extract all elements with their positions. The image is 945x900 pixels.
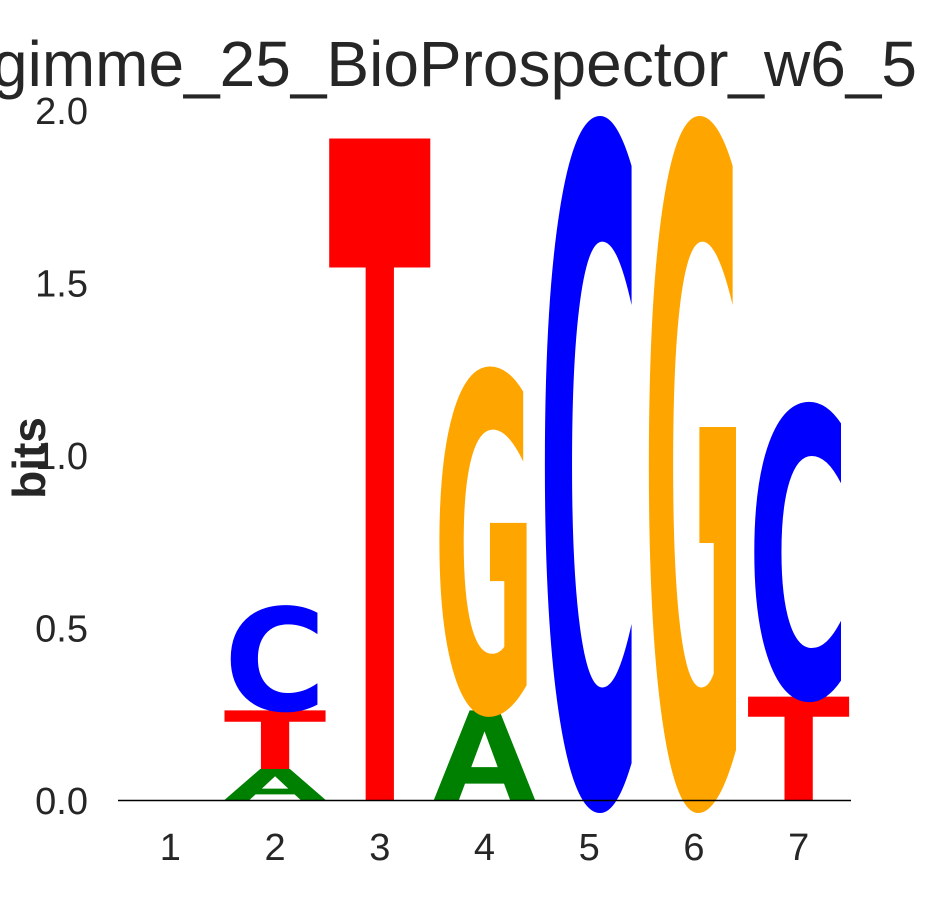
y-tick-label: 1.0 [35,436,88,478]
x-tick-label: 4 [474,827,495,869]
logo-letter-c: C [224,579,327,744]
y-tick-label: 1.5 [35,264,88,306]
logo-letter-t: T [747,669,850,834]
chart-title: gimme_25_BioProspector_w6_5 [0,28,917,100]
y-tick-label: 0.5 [35,609,88,651]
x-tick-label: 7 [788,827,809,869]
x-tick-label: 3 [369,827,390,869]
y-tick-label: 2.0 [35,91,88,133]
logo-letter-t: T [328,0,431,900]
logo-letter-a: A [224,761,327,810]
x-tick-label: 1 [160,827,181,869]
x-tick-label: 6 [683,827,704,869]
logo-letter-a: A [433,687,536,830]
x-tick-label: 2 [265,827,286,869]
logo-letter-t: T [224,695,327,788]
logo-letter-c: C [747,330,850,792]
logo-letter-g: G [643,0,746,900]
y-tick-label: 0.0 [35,781,88,823]
logo-letter-c: C [538,0,641,900]
y-axis-label: bits [3,417,55,499]
logo-letter-g: G [433,280,536,819]
x-tick-label: 5 [579,827,600,869]
